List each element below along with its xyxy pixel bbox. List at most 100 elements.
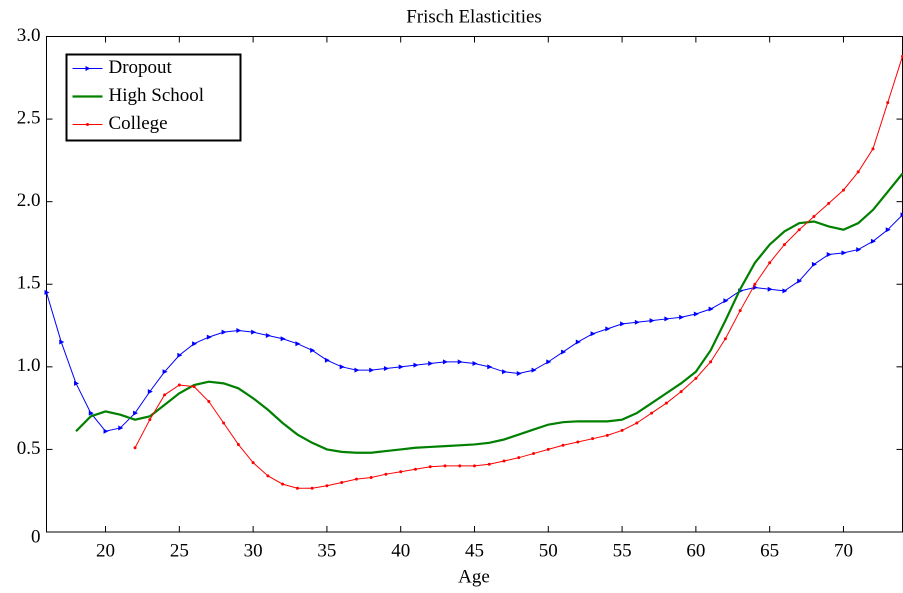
data-point: [472, 361, 478, 367]
data-point: [354, 367, 360, 373]
x-tick-label: 35: [317, 540, 336, 561]
data-point: [502, 459, 506, 463]
y-tick-label: 3.0: [17, 25, 41, 46]
data-point: [886, 101, 890, 105]
series-line: [75, 172, 903, 454]
data-point: [310, 486, 314, 490]
x-tick-label: 50: [539, 540, 558, 561]
chart-title: Frisch Elasticities: [406, 6, 542, 27]
data-point: [871, 147, 875, 151]
data-point: [870, 238, 876, 244]
data-point: [679, 390, 683, 394]
data-point: [575, 339, 581, 345]
data-point: [325, 484, 329, 488]
data-point: [266, 474, 270, 478]
data-point: [103, 428, 109, 434]
data-point: [679, 314, 685, 320]
data-point: [428, 465, 432, 469]
data-point: [162, 369, 168, 375]
data-point: [546, 447, 550, 451]
data-point: [782, 288, 788, 294]
data-point: [634, 319, 640, 325]
data-point: [841, 188, 845, 192]
data-point: [310, 347, 316, 353]
data-point: [473, 464, 476, 468]
data-point: [340, 480, 344, 484]
data-point: [177, 383, 181, 387]
data-point: [502, 369, 508, 375]
data-point: [517, 456, 521, 460]
data-point: [827, 201, 831, 205]
x-tick-label: 45: [465, 540, 484, 561]
data-point: [753, 282, 757, 286]
data-point: [295, 486, 299, 490]
data-point: [797, 278, 803, 284]
x-axis-label: Age: [458, 566, 490, 587]
legend-label: High School: [109, 85, 205, 106]
data-point: [709, 360, 713, 364]
data-point: [280, 336, 286, 342]
y-tick-label: 2.5: [17, 107, 41, 128]
data-point: [576, 440, 580, 444]
data-point: [649, 318, 655, 324]
data-point: [693, 311, 699, 317]
data-point: [487, 364, 493, 370]
y-tick-label: 1.5: [17, 273, 41, 294]
data-point: [620, 321, 626, 327]
data-point: [561, 443, 565, 447]
data-point: [811, 261, 817, 267]
legend-label: College: [109, 113, 168, 134]
x-tick-label: 30: [244, 540, 263, 561]
data-point: [885, 227, 891, 233]
data-point: [605, 433, 609, 437]
data-point: [856, 170, 860, 174]
data-point: [767, 286, 773, 292]
data-point: [295, 341, 301, 347]
series-line: [134, 56, 903, 489]
data-point: [457, 359, 463, 365]
data-point: [561, 349, 567, 355]
data-point: [148, 418, 152, 422]
data-point: [324, 357, 330, 363]
data-point: [88, 410, 94, 416]
data-point: [768, 261, 772, 265]
data-point: [442, 359, 448, 365]
data-point: [826, 252, 832, 258]
data-point: [399, 470, 403, 474]
data-point: [384, 472, 388, 476]
data-point: [44, 290, 50, 296]
data-point: [177, 352, 183, 358]
data-point: [354, 477, 358, 481]
series-line: [46, 214, 903, 432]
data-point: [147, 389, 153, 395]
y-tick-label: 1.0: [17, 355, 41, 376]
data-point: [383, 365, 389, 371]
data-point: [841, 250, 847, 256]
data-point: [265, 332, 271, 338]
x-tick-label: 55: [613, 540, 632, 561]
x-tick-label: 60: [686, 540, 705, 561]
data-point: [369, 475, 373, 479]
data-point: [339, 364, 345, 370]
data-point: [487, 462, 491, 466]
data-point: [546, 359, 552, 365]
x-tick-label: 65: [760, 540, 779, 561]
legend-marker: [86, 123, 89, 126]
x-tick-label: 40: [391, 540, 410, 561]
data-point: [192, 385, 196, 389]
x-tick-label: 25: [170, 540, 189, 561]
data-point: [516, 370, 522, 376]
data-point: [605, 326, 611, 332]
data-point: [413, 362, 419, 368]
data-point: [620, 428, 624, 432]
data-point: [797, 228, 801, 232]
data-point: [782, 243, 786, 247]
x-tick-label: 70: [834, 540, 853, 561]
data-point: [118, 425, 124, 431]
data-point: [413, 467, 417, 471]
data-point: [738, 309, 742, 313]
data-point: [133, 410, 139, 416]
y-tick-label: 0: [31, 526, 41, 547]
data-point: [650, 411, 654, 415]
